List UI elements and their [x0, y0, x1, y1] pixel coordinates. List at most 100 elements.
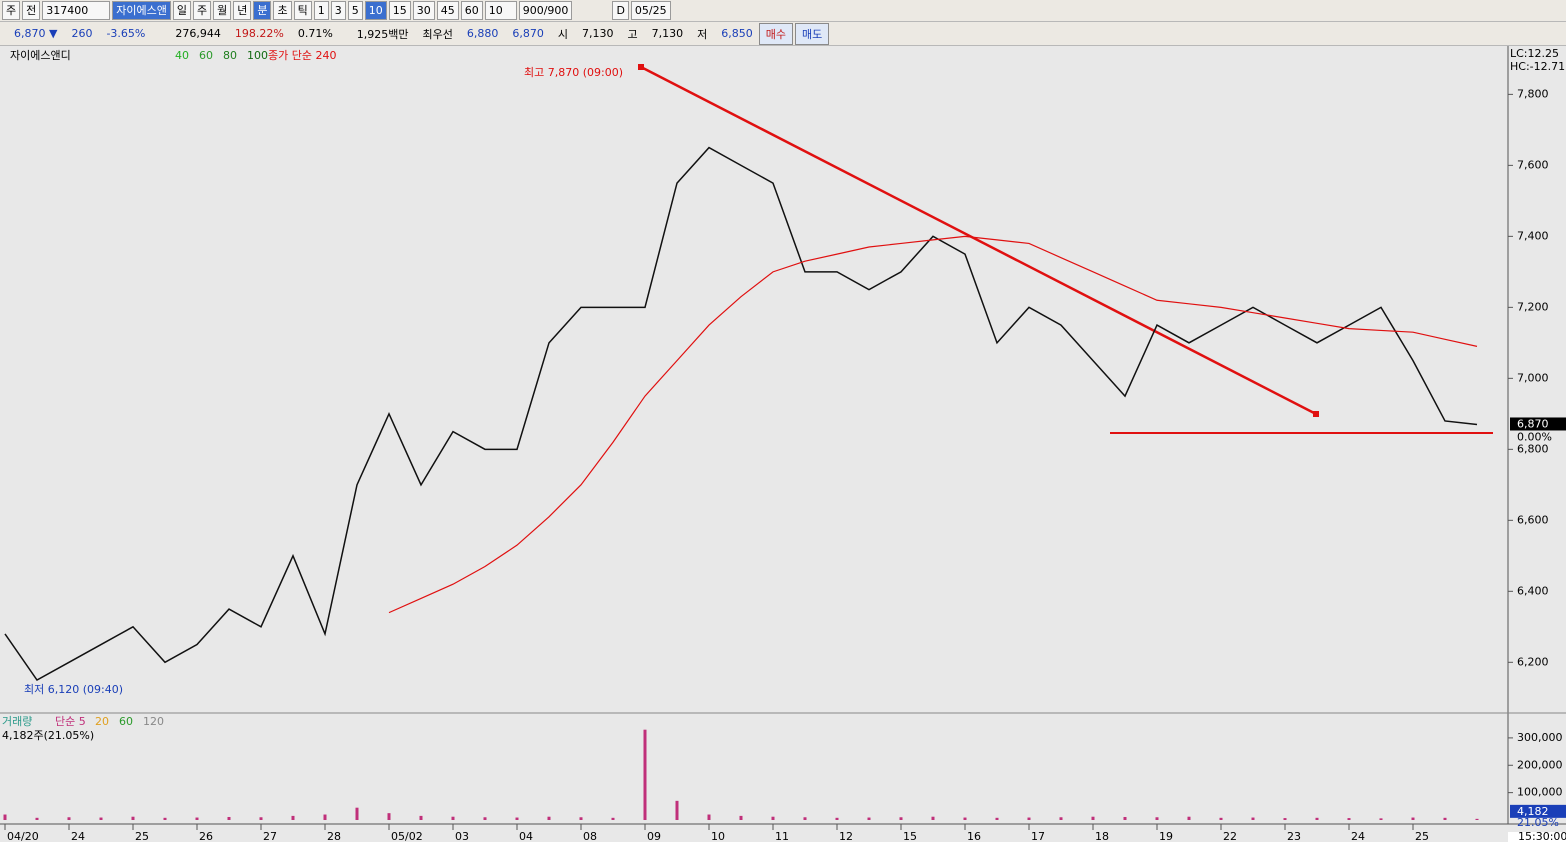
y-tick-label: 6,200: [1517, 655, 1549, 668]
open: 7,130: [582, 27, 614, 40]
interval[interactable]: 15: [388, 1, 411, 20]
volume-bar: [227, 816, 231, 820]
count[interactable]: 900/900: [518, 1, 573, 20]
interval[interactable]: 3: [330, 1, 346, 20]
volume-legend: 단순 5: [55, 715, 86, 728]
stock-name: 자이에스앤: [112, 1, 171, 20]
volume-bar: [291, 815, 295, 820]
volume-bar: [387, 813, 391, 820]
volume-bar: [1347, 818, 1351, 820]
x-tick-label: 24: [1351, 830, 1365, 842]
volume-bar: [515, 817, 519, 820]
period[interactable]: 년: [233, 1, 252, 20]
x-tick-label: 17: [1031, 830, 1045, 842]
price: 6,870 ▼: [14, 27, 58, 40]
change: 260: [71, 27, 93, 40]
button[interactable]: 주: [2, 1, 21, 20]
label: 시: [557, 27, 569, 41]
period[interactable]: 분: [253, 1, 272, 20]
high-label: 최고 7,870 (09:00): [524, 66, 623, 79]
code-input[interactable]: 317400: [42, 1, 111, 20]
volume-bar: [1283, 818, 1287, 820]
volume-bar: [1091, 816, 1095, 820]
buy-button[interactable]: 매수: [758, 22, 794, 45]
trend-handle: [1313, 411, 1319, 417]
high: 7,130: [651, 27, 684, 40]
trend-line: [640, 65, 1317, 416]
volume-bar: [3, 814, 7, 820]
volume-info: 4,182주(21.05%): [2, 729, 94, 742]
volume-bar: [1315, 817, 1319, 820]
volume-bar: [1443, 817, 1447, 820]
volume-bar: [355, 807, 359, 820]
change-label: 0.00%: [1517, 430, 1552, 443]
sell-button[interactable]: 매도: [795, 22, 830, 45]
time-box: [1508, 832, 1566, 842]
hc-label: HC:-12.71: [1510, 60, 1565, 73]
period[interactable]: 일: [172, 1, 191, 20]
x-tick-label: 18: [1095, 830, 1109, 842]
volume-bar: [1219, 817, 1223, 820]
button[interactable]: 전: [22, 1, 41, 20]
interval-input[interactable]: 10: [484, 1, 517, 20]
y-tick-label: 6,600: [1517, 513, 1549, 526]
y-tick-label: 100,000: [1517, 786, 1563, 799]
legend-ma: 40: [175, 49, 189, 62]
interval[interactable]: 45: [436, 1, 459, 20]
ask: 6,880: [466, 27, 499, 40]
x-tick-label: 16: [967, 830, 981, 842]
volume-bar: [643, 729, 647, 820]
label: 최우선: [422, 27, 453, 41]
volume-legend: 60: [119, 715, 133, 728]
interval[interactable]: 60: [460, 1, 483, 20]
volume-bar: [1411, 817, 1415, 820]
change-pct: -3.65%: [106, 27, 146, 40]
volume-bar: [1251, 817, 1255, 820]
legend-ma: 100: [247, 49, 268, 62]
x-tick-label: 12: [839, 830, 853, 842]
interval[interactable]: 5: [347, 1, 363, 20]
x-tick-label: 26: [199, 830, 213, 842]
y-tick-label: 7,000: [1517, 371, 1549, 384]
volume-bar: [803, 817, 807, 820]
period[interactable]: 초: [273, 1, 292, 20]
volume-bar: [707, 814, 711, 820]
volume-bar: [547, 816, 551, 820]
period[interactable]: 틱: [293, 1, 312, 20]
period[interactable]: 주: [192, 1, 212, 20]
x-tick-label: 09: [647, 830, 661, 842]
date-input[interactable]: 05/25: [630, 1, 671, 20]
x-tick-label: 05/02: [391, 830, 423, 842]
x-tick-label: 10: [711, 830, 725, 842]
period[interactable]: 월: [213, 1, 232, 20]
plot-bg: [0, 46, 1508, 842]
legend-title: 자이에스앤디: [10, 49, 71, 62]
x-tick-label: 24: [71, 830, 85, 842]
volume-bar: [195, 817, 199, 820]
x-tick-label: 15: [903, 830, 917, 842]
volume-bar: [1059, 817, 1063, 820]
interval[interactable]: 30: [412, 1, 435, 20]
label: 고: [627, 27, 638, 41]
x-tick-label: 11: [775, 830, 789, 842]
x-tick-label: 04: [519, 830, 533, 842]
y-tick-label: 6,800: [1517, 442, 1549, 455]
last-price: 6,870: [1517, 417, 1549, 430]
interval[interactable]: 10: [364, 1, 387, 20]
x-tick-label: 27: [263, 830, 277, 842]
volume-bar: [579, 817, 583, 820]
volume-bar: [899, 817, 903, 820]
bid: 6,870: [512, 27, 544, 40]
y-tick-label: 7,400: [1517, 229, 1549, 242]
low-label: 최저 6,120 (09:40): [24, 683, 123, 696]
volume-bar: [1027, 817, 1031, 820]
volume-bar: [131, 816, 135, 820]
volume-bar: [867, 817, 871, 820]
date-flag[interactable]: D: [612, 1, 629, 20]
volume-bar: [451, 816, 455, 820]
y-tick-label: 7,200: [1517, 300, 1549, 313]
volume-bar: [1155, 817, 1159, 820]
x-tick-label: 23: [1287, 830, 1301, 842]
volume-bar: [67, 817, 71, 820]
interval[interactable]: 1: [313, 1, 329, 20]
